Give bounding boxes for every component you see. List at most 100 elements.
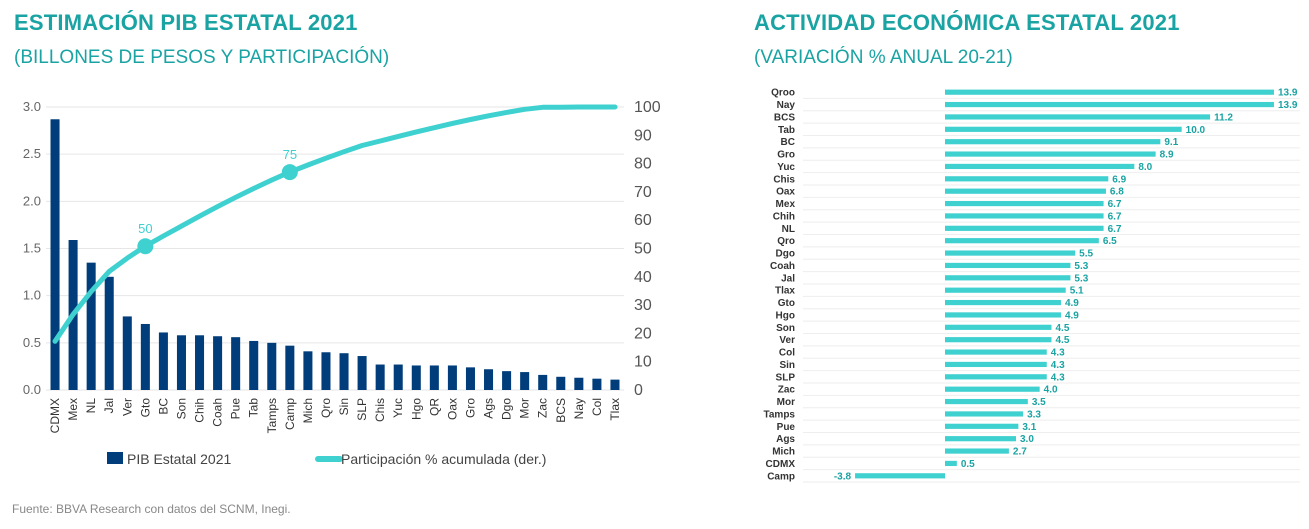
- data-label: 9.1: [1164, 137, 1178, 148]
- bar-Mor: [520, 372, 530, 390]
- y-tick-label: CDMX: [766, 459, 796, 470]
- y2-tick-label: 10: [634, 354, 652, 371]
- x-tick-label: Mor: [518, 398, 532, 419]
- bar-CDMX: [945, 460, 957, 467]
- data-label: 4.3: [1051, 360, 1065, 371]
- bar-Coah: [213, 336, 223, 390]
- data-label: 3.1: [1022, 422, 1036, 433]
- y-tick-label: SLP: [776, 372, 796, 383]
- y-tick-label: NL: [782, 224, 795, 235]
- bar-Yuc: [945, 163, 1135, 170]
- x-tick-label: Son: [174, 398, 188, 419]
- bar-Dgo: [945, 250, 1076, 256]
- bar-Tamps: [945, 411, 1024, 417]
- data-label: 4.5: [1056, 323, 1070, 334]
- bar-Tab: [945, 126, 1182, 132]
- y-tick-label: BC: [781, 137, 795, 148]
- x-tick-label: Col: [590, 398, 604, 416]
- bar-Chih: [945, 213, 1104, 219]
- bar-Tab: [249, 340, 259, 390]
- y-tick-label: Tab: [778, 125, 795, 136]
- data-label: 0.5: [961, 459, 975, 470]
- y-tick-label: Yuc: [777, 162, 795, 173]
- x-tick-label: BCS: [554, 398, 568, 423]
- data-label: 2.7: [1013, 447, 1027, 458]
- data-label: 6.7: [1108, 199, 1122, 210]
- bar-Zac: [945, 386, 1040, 392]
- bar-SLP: [945, 374, 1047, 380]
- chart-2-title: ACTIVIDAD ECONÓMICA ESTATAL 2021: [754, 10, 1180, 35]
- data-label: 5.3: [1074, 261, 1088, 272]
- x-tick-label: Nay: [572, 398, 586, 419]
- legend-label-bars: PIB Estatal 2021: [127, 451, 232, 467]
- y-tick-label: Zac: [778, 385, 796, 396]
- bar-NL: [945, 225, 1104, 231]
- bar-Ver: [122, 316, 132, 390]
- x-tick-label: CDMX: [48, 398, 62, 433]
- x-tick-label: QR: [427, 398, 441, 416]
- data-label: 6.8: [1110, 187, 1124, 198]
- y2-tick-label: 40: [634, 269, 652, 286]
- bar-Gto: [945, 299, 1061, 306]
- x-tick-label: Ags: [482, 398, 496, 419]
- y-tick-label: Ags: [776, 434, 795, 445]
- data-label: 6.9: [1112, 174, 1126, 185]
- y2-tick-label: 60: [634, 212, 652, 229]
- y-tick-label: Jal: [781, 273, 795, 284]
- bar-Oax: [447, 365, 457, 390]
- x-tick-label: Camp: [283, 398, 297, 430]
- x-tick-label: Ver: [120, 398, 134, 416]
- bar-Ags: [484, 369, 494, 390]
- bar-Pue: [945, 423, 1019, 429]
- y-tick-label: Camp: [767, 471, 795, 482]
- bar-Tlax: [945, 287, 1066, 293]
- bar-Pue: [231, 337, 241, 390]
- bar-SLP: [357, 356, 367, 390]
- bar-Gto: [140, 323, 150, 390]
- y-tick-label: Tlax: [775, 286, 795, 297]
- y-tick-label: 1.0: [23, 288, 41, 303]
- data-label: 5.1: [1070, 286, 1084, 297]
- y-tick-label: Dgo: [776, 249, 795, 260]
- x-tick-label: BC: [156, 398, 170, 415]
- marker-50: [137, 238, 154, 255]
- bar-Sin: [339, 353, 349, 390]
- data-label: 4.0: [1044, 385, 1058, 396]
- bar-Mich: [945, 448, 1009, 454]
- x-tick-label: Gto: [138, 398, 152, 418]
- bar-Son: [945, 324, 1052, 330]
- bar-Mich: [303, 351, 313, 390]
- y2-tick-label: 0: [634, 382, 643, 399]
- y-tick-label: BCS: [774, 112, 795, 123]
- bar-Col: [945, 349, 1047, 355]
- chart-1-subtitle: (BILLONES DE PESOS Y PARTICIPACIÓN): [14, 47, 390, 68]
- y2-tick-label: 70: [634, 184, 652, 201]
- legend-label-line: Participación % acumulada (der.): [341, 451, 546, 467]
- source-note: Fuente: BBVA Research con datos del SCNM…: [12, 502, 291, 516]
- chart-1-title: ESTIMACIÓN PIB ESTATAL 2021: [14, 10, 358, 35]
- bar-Tamps: [267, 342, 277, 390]
- bar-Camp: [285, 345, 295, 390]
- x-tick-label: Tab: [247, 398, 261, 418]
- bar-QR: [429, 365, 439, 390]
- x-tick-label: Tlax: [608, 398, 622, 421]
- x-tick-label: Qro: [319, 398, 333, 418]
- bar-BC: [158, 332, 168, 390]
- data-label: 4.5: [1056, 335, 1070, 346]
- bar-Chis: [375, 364, 385, 390]
- x-tick-label: Jal: [102, 398, 116, 413]
- data-label: 6.7: [1108, 224, 1122, 235]
- x-tick-label: SLP: [355, 398, 369, 421]
- y-tick-label: Chih: [773, 211, 795, 222]
- x-tick-label: Oax: [445, 398, 459, 420]
- data-label: 10.0: [1186, 125, 1206, 136]
- data-label: 6.5: [1103, 236, 1117, 247]
- data-label: 13.9: [1278, 88, 1298, 99]
- bar-Hgo: [411, 365, 421, 390]
- data-label: 3.0: [1020, 434, 1034, 445]
- y2-tick-label: 90: [634, 127, 652, 144]
- bar-Nay: [945, 101, 1274, 108]
- y-tick-label: 2.0: [23, 193, 41, 208]
- y-tick-label: 1.5: [23, 241, 41, 256]
- data-label: 4.3: [1051, 348, 1065, 359]
